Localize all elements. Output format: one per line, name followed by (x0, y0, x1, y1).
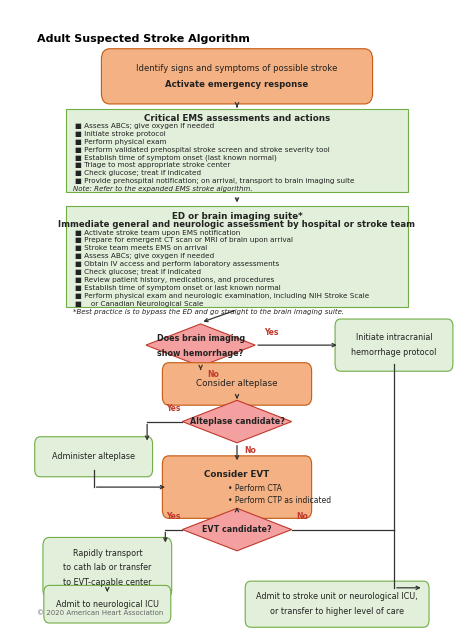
FancyBboxPatch shape (101, 49, 373, 104)
Text: to EVT-capable center: to EVT-capable center (63, 578, 152, 587)
Text: ■ Review patient history, medications, and procedures: ■ Review patient history, medications, a… (74, 277, 274, 283)
Text: Consider alteplase: Consider alteplase (196, 379, 278, 389)
Text: ■    or Canadian Neurological Scale: ■ or Canadian Neurological Scale (74, 301, 203, 307)
Text: ■ Prepare for emergent CT scan or MRI of brain upon arrival: ■ Prepare for emergent CT scan or MRI of… (74, 238, 292, 243)
Text: Admit to stroke unit or neurological ICU,: Admit to stroke unit or neurological ICU… (256, 592, 418, 602)
Text: or transfer to higher level of care: or transfer to higher level of care (270, 607, 404, 616)
Text: ED or brain imaging suite*: ED or brain imaging suite* (172, 212, 302, 221)
Text: show hemorrhage?: show hemorrhage? (157, 348, 244, 358)
Text: ■ Check glucose; treat if indicated: ■ Check glucose; treat if indicated (74, 171, 201, 176)
Text: Note: Refer to the expanded EMS stroke algorithm.: Note: Refer to the expanded EMS stroke a… (73, 186, 252, 192)
Text: *Best practice is to bypass the ED and go straight to the brain imaging suite.: *Best practice is to bypass the ED and g… (73, 308, 344, 315)
Text: ■ Assess ABCs; give oxygen if needed: ■ Assess ABCs; give oxygen if needed (74, 123, 214, 129)
Text: Activate emergency response: Activate emergency response (165, 80, 309, 88)
Text: • Perform CTP as indicated: • Perform CTP as indicated (228, 496, 331, 505)
Polygon shape (182, 508, 292, 551)
Text: ■ Obtain IV access and perform laboratory assessments: ■ Obtain IV access and perform laborator… (74, 261, 279, 267)
Text: ■ Initiate stroke protocol: ■ Initiate stroke protocol (74, 131, 165, 137)
Text: ■ Perform validated prehospital stroke screen and stroke severity tool: ■ Perform validated prehospital stroke s… (74, 147, 329, 153)
FancyBboxPatch shape (245, 581, 429, 627)
Text: No: No (296, 512, 308, 521)
FancyBboxPatch shape (335, 319, 453, 371)
Text: Yes: Yes (166, 404, 180, 413)
Text: ■ Perform physical exam and neurologic examination, including NIH Stroke Scale: ■ Perform physical exam and neurologic e… (74, 293, 369, 299)
Text: ■ Activate stroke team upon EMS notification: ■ Activate stroke team upon EMS notifica… (74, 229, 240, 236)
FancyBboxPatch shape (66, 207, 408, 307)
Text: No: No (208, 370, 219, 379)
Text: Does brain imaging: Does brain imaging (156, 334, 245, 343)
FancyBboxPatch shape (43, 537, 172, 598)
Text: Immediate general and neurologic assessment by hospital or stroke team: Immediate general and neurologic assessm… (58, 220, 416, 229)
Text: Consider EVT: Consider EVT (204, 470, 270, 480)
Text: No: No (244, 446, 255, 455)
Text: Admit to neurological ICU: Admit to neurological ICU (56, 600, 159, 609)
FancyBboxPatch shape (66, 109, 408, 192)
FancyBboxPatch shape (163, 363, 311, 405)
Text: © 2020 American Heart Association: © 2020 American Heart Association (37, 611, 163, 616)
Text: ■ Establish time of symptom onset (last known normal): ■ Establish time of symptom onset (last … (74, 155, 276, 161)
Text: Yes: Yes (264, 327, 279, 337)
FancyBboxPatch shape (163, 456, 311, 518)
Text: Identify signs and symptoms of possible stroke: Identify signs and symptoms of possible … (137, 64, 337, 73)
Text: Adult Suspected Stroke Algorithm: Adult Suspected Stroke Algorithm (37, 34, 250, 44)
Text: hemorrhage protocol: hemorrhage protocol (351, 348, 437, 357)
Text: Yes: Yes (166, 512, 180, 521)
Text: ■ Provide prehospital notification; on arrival, transport to brain imaging suite: ■ Provide prehospital notification; on a… (74, 178, 354, 185)
Text: Initiate intracranial: Initiate intracranial (356, 333, 432, 343)
Text: EVT candidate?: EVT candidate? (202, 525, 272, 534)
Text: • Perform CTA: • Perform CTA (228, 483, 282, 493)
Polygon shape (182, 400, 292, 443)
FancyBboxPatch shape (44, 585, 171, 623)
Polygon shape (146, 324, 255, 367)
Text: ■ Triage to most appropriate stroke center: ■ Triage to most appropriate stroke cent… (74, 162, 230, 169)
Text: Administer alteplase: Administer alteplase (52, 453, 135, 461)
Text: ■ Perform physical exam: ■ Perform physical exam (74, 139, 166, 145)
Text: ■ Establish time of symptom onset or last known normal: ■ Establish time of symptom onset or las… (74, 285, 280, 291)
FancyBboxPatch shape (35, 437, 153, 477)
Text: ■ Check glucose; treat if indicated: ■ Check glucose; treat if indicated (74, 269, 201, 275)
Text: ■ Assess ABCs; give oxygen if needed: ■ Assess ABCs; give oxygen if needed (74, 253, 214, 259)
Text: to cath lab or transfer: to cath lab or transfer (63, 563, 152, 573)
Text: Rapidly transport: Rapidly transport (73, 549, 142, 557)
Text: ■ Stroke team meets EMS on arrival: ■ Stroke team meets EMS on arrival (74, 245, 207, 252)
Text: Alteplase candidate?: Alteplase candidate? (190, 417, 284, 426)
Text: Critical EMS assessments and actions: Critical EMS assessments and actions (144, 114, 330, 123)
